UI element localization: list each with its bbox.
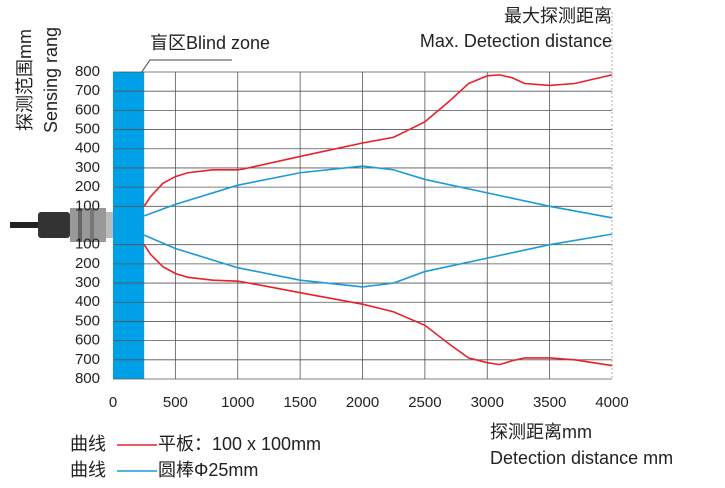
y-axis-label: 探测范围mm [15,29,35,131]
y-tick-label: 200 [75,255,100,272]
y-tick-label: 400 [75,140,100,157]
y-tick-label: 200 [75,178,100,195]
series-line [143,165,613,219]
x-tick-label: 500 [163,394,188,411]
legend-label: 圆棒Φ25mm [158,460,258,480]
y-tick-label: 500 [75,312,100,329]
x-tick-label: 3000 [471,394,504,411]
series-line [143,233,613,288]
x-tick-label: 1500 [283,394,316,411]
y-tick-label: 600 [75,101,100,118]
x-tick-label: 1000 [221,394,254,411]
y-tick-label: 600 [75,332,100,349]
x-axis-label: Detection distance mm [490,448,673,468]
chart-subtitle: Max. Detection distance [420,31,612,51]
y-axis-label: Sensing rang [41,27,61,133]
legend-prefix: 曲线 [70,460,106,480]
y-tick-label: 400 [75,293,100,310]
legend-prefix: 曲线 [70,434,106,454]
y-tick-label: 500 [75,121,100,138]
x-tick-label: 0 [109,394,117,411]
series-line [143,244,613,367]
y-tick-label: 100 [75,197,100,214]
chart-title: 最大探测距离 [504,6,612,26]
y-tick-label: 300 [75,274,100,291]
y-tick-label: 100 [75,236,100,253]
x-tick-label: 2000 [346,394,379,411]
x-tick-label: 4000 [595,394,628,411]
legend-label: 平板：100 x 100mm [158,434,321,454]
y-tick-label: 700 [75,351,100,368]
x-tick-label: 2500 [408,394,441,411]
y-tick-label: 800 [75,63,100,80]
x-tick-label: 3500 [533,394,566,411]
y-tick-label: 800 [75,370,100,387]
sensor [10,208,114,242]
annotation: 盲区Blind zone [150,33,270,53]
y-tick-label: 300 [75,159,100,176]
series-line [143,74,613,207]
x-axis-label: 探测距离mm [490,422,592,442]
blind-zone [113,72,145,379]
y-tick-label: 700 [75,82,100,99]
